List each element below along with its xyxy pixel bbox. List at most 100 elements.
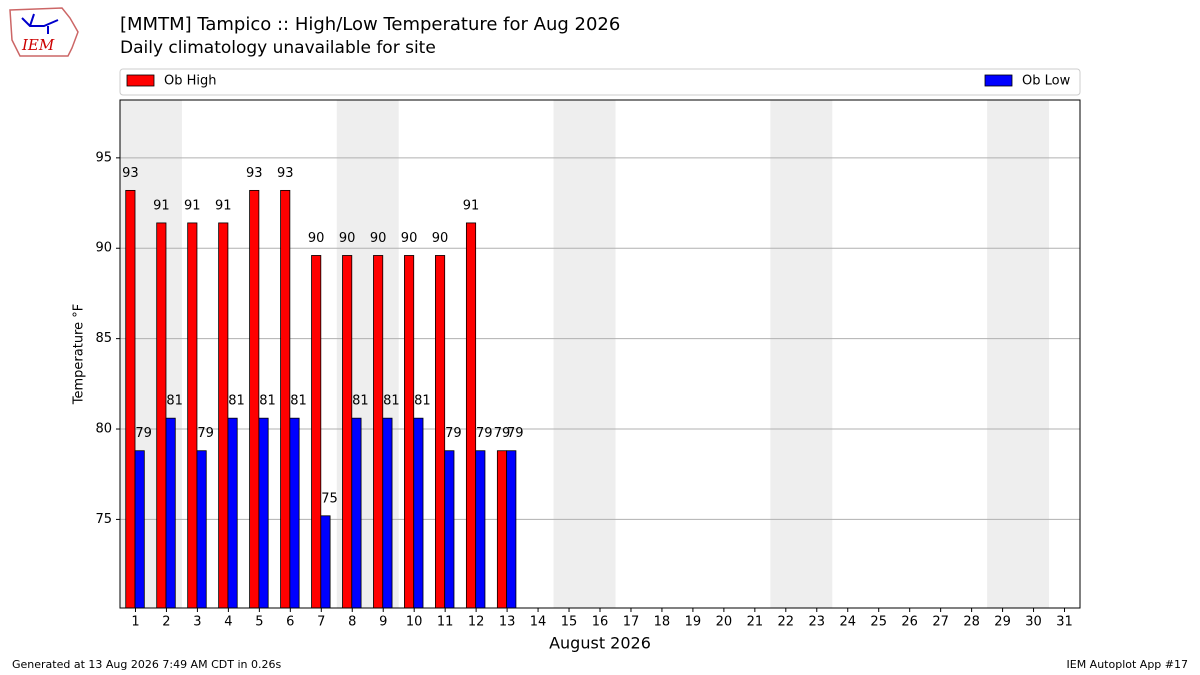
x-tick-label: 29 [994,615,1011,630]
bar [444,450,455,609]
bar [351,417,362,609]
logo-outline [9,7,79,57]
bar [249,189,260,609]
x-tick-label: 2 [162,615,170,630]
x-tick-label: 4 [224,615,232,630]
y-tick-label: 95 [95,150,112,165]
x-tick-label: 24 [839,615,856,630]
bar [289,417,300,609]
x-tick-label: 6 [286,615,294,630]
value-label: 91 [153,198,170,213]
x-tick-label: 3 [193,615,201,630]
footer-right: IEM Autoplot App #17 [1067,658,1189,671]
value-label: 81 [414,394,431,409]
bar [311,255,322,609]
bar [475,450,486,609]
bar [320,515,331,609]
logo: IEM [9,7,79,57]
value-label: 91 [184,198,201,213]
plot-frame [119,99,1081,609]
value-label: 93 [277,166,294,181]
logo-text: IEM [21,36,55,54]
x-tick-label: 7 [317,615,325,630]
x-tick-label: 8 [348,615,356,630]
bar [496,450,508,609]
weekend-shade [553,100,616,608]
bar [342,255,353,609]
value-label: 81 [166,394,183,409]
bar [404,255,415,609]
x-tick-label: 20 [716,615,733,630]
value-label: 81 [259,394,276,409]
value-label: 79 [476,426,493,441]
bar [506,450,517,609]
bar [187,222,198,609]
value-label: 90 [432,231,449,246]
value-label: 81 [352,394,369,409]
bar [227,417,238,609]
x-tick-label: 17 [623,615,640,630]
value-label: 79 [507,426,524,441]
x-tick-label: 12 [468,615,485,630]
bar [258,417,269,609]
x-tick-label: 15 [561,615,578,630]
legend-swatch [126,74,155,87]
value-label: 81 [383,394,400,409]
x-tick-label: 9 [379,615,387,630]
x-tick-label: 26 [901,615,918,630]
y-tick-label: 75 [95,512,112,527]
x-tick-label: 14 [530,615,547,630]
value-label: 90 [339,231,356,246]
x-tick-label: 19 [685,615,702,630]
bar [134,450,145,609]
y-tick-label: 85 [95,331,112,346]
bar [465,222,477,609]
footer-left: Generated at 13 Aug 2026 7:49 AM CDT in … [12,658,281,671]
x-tick-label: 11 [437,615,454,630]
y-tick-label: 90 [95,241,112,256]
x-tick-label: 27 [932,615,949,630]
bar [165,417,176,609]
value-label: 91 [215,198,232,213]
legend [119,68,1081,96]
x-tick-label: 25 [870,615,887,630]
bar [156,222,167,609]
x-tick-label: 18 [654,615,671,630]
x-tick-label: 22 [778,615,795,630]
value-label: 90 [308,231,325,246]
bar [280,189,291,609]
value-label: 93 [246,166,263,181]
y-axis-label: Temperature °F [72,304,87,405]
chart-title: [MMTM] Tampico :: High/Low Temperature f… [120,14,620,35]
bar [218,222,229,609]
value-label: 81 [228,394,245,409]
value-label: 79 [135,426,152,441]
value-label: 90 [401,231,418,246]
value-label: 91 [463,198,480,213]
x-tick-label: 28 [963,615,980,630]
value-label: 79 [445,426,462,441]
bar [373,255,384,609]
value-label: 81 [290,394,307,409]
logo-icon [21,13,59,34]
weekend-shade [987,100,1050,608]
bar [413,417,424,609]
x-tick-label: 16 [592,615,609,630]
x-tick-label: 13 [499,615,516,630]
x-tick-label: 5 [255,615,263,630]
legend-label: Ob High [164,74,217,89]
weekend-shade [770,100,833,608]
bar [382,417,393,609]
legend-swatch [984,74,1013,87]
y-tick-label: 80 [95,422,112,437]
x-tick-label: 31 [1056,615,1073,630]
value-label: 93 [122,166,139,181]
chart-subtitle: Daily climatology unavailable for site [120,38,436,58]
x-tick-label: 21 [747,615,764,630]
value-label: 90 [370,231,387,246]
x-axis-label: August 2026 [549,634,651,653]
legend-label: Ob Low [1022,74,1071,89]
value-label: 79 [197,426,214,441]
value-label: 75 [321,491,338,506]
